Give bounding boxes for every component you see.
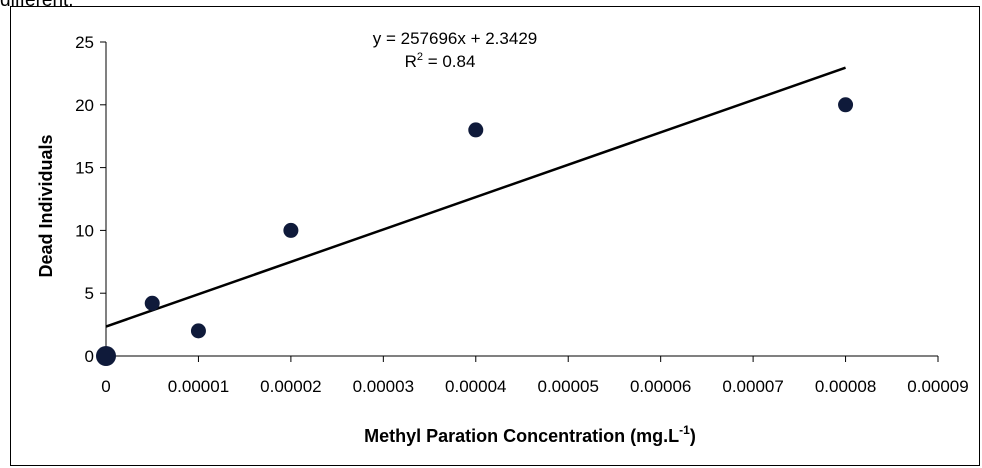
x-tick-label: 0.00008 [815, 377, 876, 396]
y-tick-label: 5 [85, 284, 94, 303]
trendline-equation: y = 257696x + 2.3429 [373, 29, 537, 48]
x-ticks: 0 0.00001 0.00002 0.00003 0.00004 0.00005 0.00… [101, 356, 969, 396]
x-tick-label: 0.00004 [445, 377, 506, 396]
data-points [96, 97, 854, 366]
x-tick-label: 0.00003 [353, 377, 414, 396]
y-tick-label: 20 [75, 96, 94, 115]
data-point [190, 323, 206, 339]
y-tick-label: 0 [85, 347, 94, 366]
y-ticks: 0 5 10 15 20 25 [75, 33, 106, 366]
data-point [144, 295, 160, 311]
x-tick-label: 0.00009 [907, 377, 968, 396]
data-point [283, 222, 299, 238]
chart-frame [10, 6, 980, 466]
trendline [105, 66, 846, 328]
cropped-text-fragment: different. [0, 0, 74, 11]
x-tick-label: 0.00006 [630, 377, 691, 396]
axes [105, 42, 938, 357]
x-tick-label: 0.00005 [537, 377, 598, 396]
y-tick-label: 25 [75, 33, 94, 52]
data-point [96, 346, 116, 366]
data-point [468, 122, 484, 138]
x-tick-label: 0 [101, 377, 110, 396]
x-tick-label: 0.00007 [722, 377, 783, 396]
x-tick-label: 0.00002 [260, 377, 321, 396]
data-point [838, 97, 854, 113]
y-tick-label: 15 [75, 159, 94, 178]
x-tick-label: 0.00001 [168, 377, 229, 396]
y-axis-title: Dead Individuals [36, 134, 56, 277]
x-axis-title: Methyl Paration Concentration (mg.L-1) [364, 423, 696, 446]
y-tick-label: 10 [75, 221, 94, 240]
r-squared-label: R2 = 0.84 [405, 51, 476, 71]
